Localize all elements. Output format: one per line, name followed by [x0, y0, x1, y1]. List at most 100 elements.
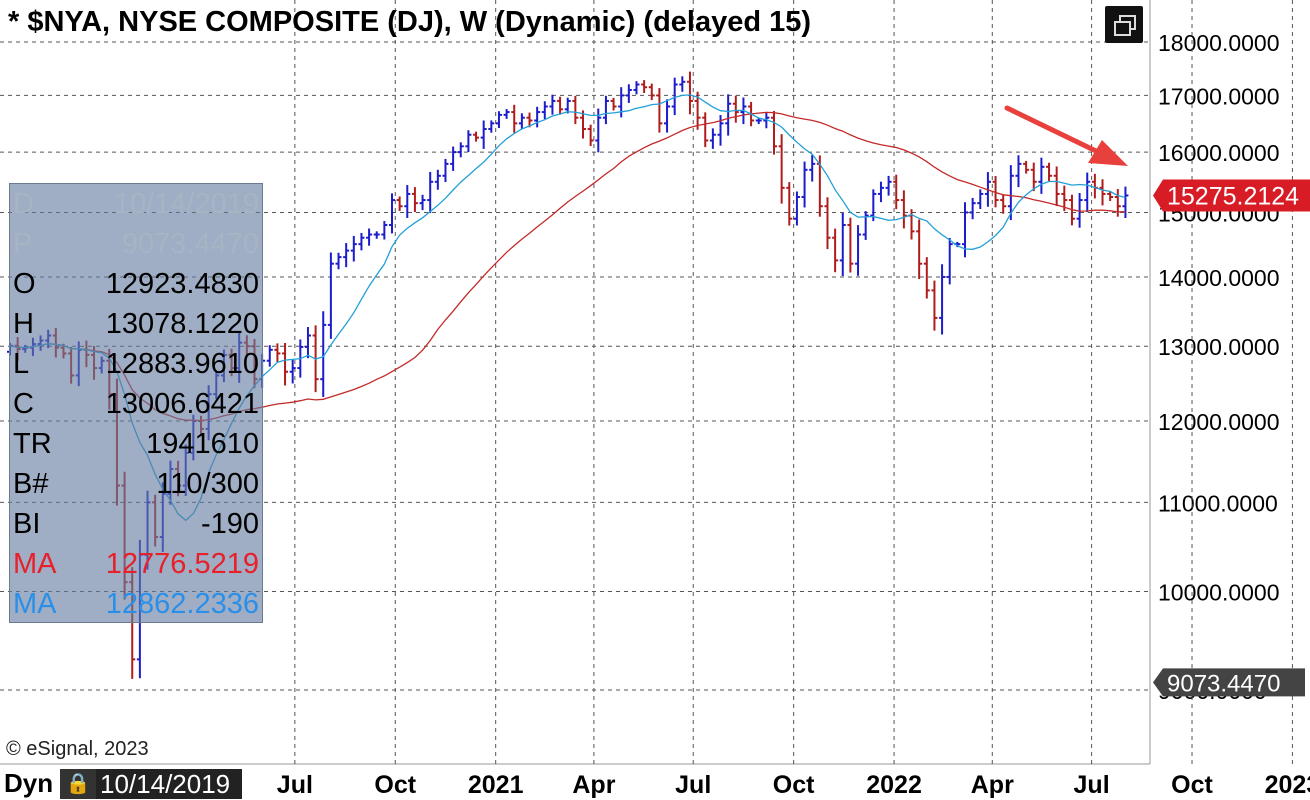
data-window-value: 12862.2336: [105, 588, 259, 620]
ohlc-bar: [427, 171, 434, 214]
data-window-row: H 13078.1220: [10, 304, 262, 344]
ohlc-bar: [946, 237, 953, 285]
ohlc-bar: [1099, 179, 1106, 206]
ohlc-bar: [923, 257, 930, 299]
data-window-value: 12776.5219: [105, 548, 259, 580]
data-window: D 10/14/2019 P 9073.4470 O 12923.4830 H 13078.1…: [9, 183, 263, 623]
x-tick-label: Apr: [971, 771, 1014, 799]
ohlc-bar: [411, 187, 418, 213]
ohlc-bar: [931, 280, 938, 331]
ohlc-bar: [396, 196, 403, 211]
x-tick-label: Jul: [675, 771, 711, 799]
ohlc-bar: [900, 190, 907, 229]
data-window-row: D 10/14/2019: [10, 184, 262, 224]
data-window-key: TR: [13, 428, 52, 460]
data-window-key: L: [13, 348, 30, 380]
ohlc-bar: [755, 117, 762, 125]
y-tick-label: 13000.0000: [1158, 334, 1280, 360]
last-price-label: 15275.2124: [1167, 182, 1299, 210]
ohlc-bar: [1053, 166, 1060, 207]
chart-title: * $NYA, NYSE COMPOSITE (DJ), W (Dynamic)…: [8, 6, 812, 38]
ohlc-bar: [534, 106, 541, 128]
ohlc-bar: [304, 326, 311, 359]
ohlc-bar: [625, 84, 632, 103]
data-window-key: D: [13, 188, 34, 220]
data-window-value: 12923.4830: [105, 268, 259, 300]
ohlc-bar: [503, 109, 510, 119]
data-window-key: H: [13, 308, 34, 340]
y-tick-label: 14000.0000: [1158, 265, 1280, 291]
ohlc-bar: [778, 134, 785, 204]
data-window-row: MA 12776.5219: [10, 544, 262, 584]
ohlc-bar: [1000, 194, 1007, 214]
data-window-key: MA: [13, 548, 57, 580]
ohlc-bar: [572, 95, 579, 125]
ohlc-bar: [793, 191, 800, 226]
ohlc-bar: [320, 311, 327, 397]
ohlc-bar: [809, 155, 816, 182]
ohlc-bar: [648, 83, 655, 101]
data-window-value: -190: [200, 508, 259, 540]
ohlc-bar: [266, 345, 273, 367]
ohlc-bar: [587, 124, 594, 147]
ohlc-bar: [847, 217, 854, 273]
ohlc-bar: [992, 176, 999, 208]
ohlc-bar: [1076, 193, 1083, 228]
ohlc-bar: [1030, 162, 1037, 192]
ohlc-bar: [618, 87, 625, 118]
data-window-value: 1941610: [146, 428, 259, 460]
ohlc-bar: [671, 77, 678, 116]
ohlc-bar: [839, 212, 846, 277]
ohlc-bar: [480, 120, 487, 149]
y-tick-label: 16000.0000: [1158, 140, 1280, 166]
ohlc-bar: [580, 110, 586, 139]
data-window-key: P: [13, 228, 33, 260]
ohlc-bar: [557, 96, 564, 115]
ohlc-bar: [939, 264, 946, 335]
y-tick-label: 12000.0000: [1158, 409, 1280, 435]
data-window-key: B#: [13, 468, 49, 500]
ohlc-bar: [824, 197, 831, 250]
ohlc-bar: [641, 80, 648, 93]
x-tick-label: Jul: [277, 771, 313, 799]
ohlc-bar: [709, 128, 716, 149]
ohlc-bar: [610, 97, 617, 111]
ohlc-bar: [389, 193, 395, 234]
ohlc-bar: [977, 189, 984, 210]
ohlc-bar: [664, 99, 671, 133]
data-window-row: C 13006.6421: [10, 384, 262, 424]
data-window-value: 12883.9610: [105, 348, 259, 380]
y-tick-label: 17000.0000: [1158, 83, 1280, 109]
ohlc-bar: [358, 232, 365, 251]
data-window-row: TR 1941610: [10, 424, 262, 464]
x-tick-label: 2022: [866, 771, 922, 799]
x-tick-label: Jul: [1074, 771, 1110, 799]
ohlc-bar: [350, 235, 357, 262]
restore-window-icon[interactable]: [1105, 6, 1143, 43]
ohlc-bar: [495, 111, 502, 129]
ohlc-bar: [771, 111, 777, 155]
ohlc-bar: [633, 81, 640, 95]
ohlc-bar: [732, 95, 739, 123]
cursor-price-label: 9073.4470: [1167, 670, 1280, 697]
data-window-value: 13078.1220: [105, 308, 259, 340]
ohlc-bar: [327, 252, 334, 339]
ohlc-bar: [549, 94, 556, 115]
ohlc-bar: [832, 228, 839, 273]
data-window-row: L 12883.9610: [10, 344, 262, 384]
ohlc-bar: [656, 88, 663, 133]
ohlc-bar: [1122, 186, 1129, 218]
x-tick-label: 2023: [1265, 771, 1310, 799]
ohlc-bar: [962, 202, 968, 258]
ohlc-bar: [1091, 173, 1098, 199]
lock-icon[interactable]: 🔒: [60, 769, 96, 799]
dynamic-mode-label[interactable]: Dyn: [4, 768, 54, 798]
ohlc-bar: [335, 252, 342, 270]
ohlc-bar: [488, 120, 495, 133]
ohlc-bar: [457, 142, 464, 158]
data-window-row: P 9073.4470: [10, 224, 262, 264]
ohlc-bar: [1015, 155, 1022, 188]
ohlc-bar: [969, 197, 976, 220]
ohlc-bar: [862, 211, 869, 240]
ohlc-bar: [381, 221, 388, 240]
